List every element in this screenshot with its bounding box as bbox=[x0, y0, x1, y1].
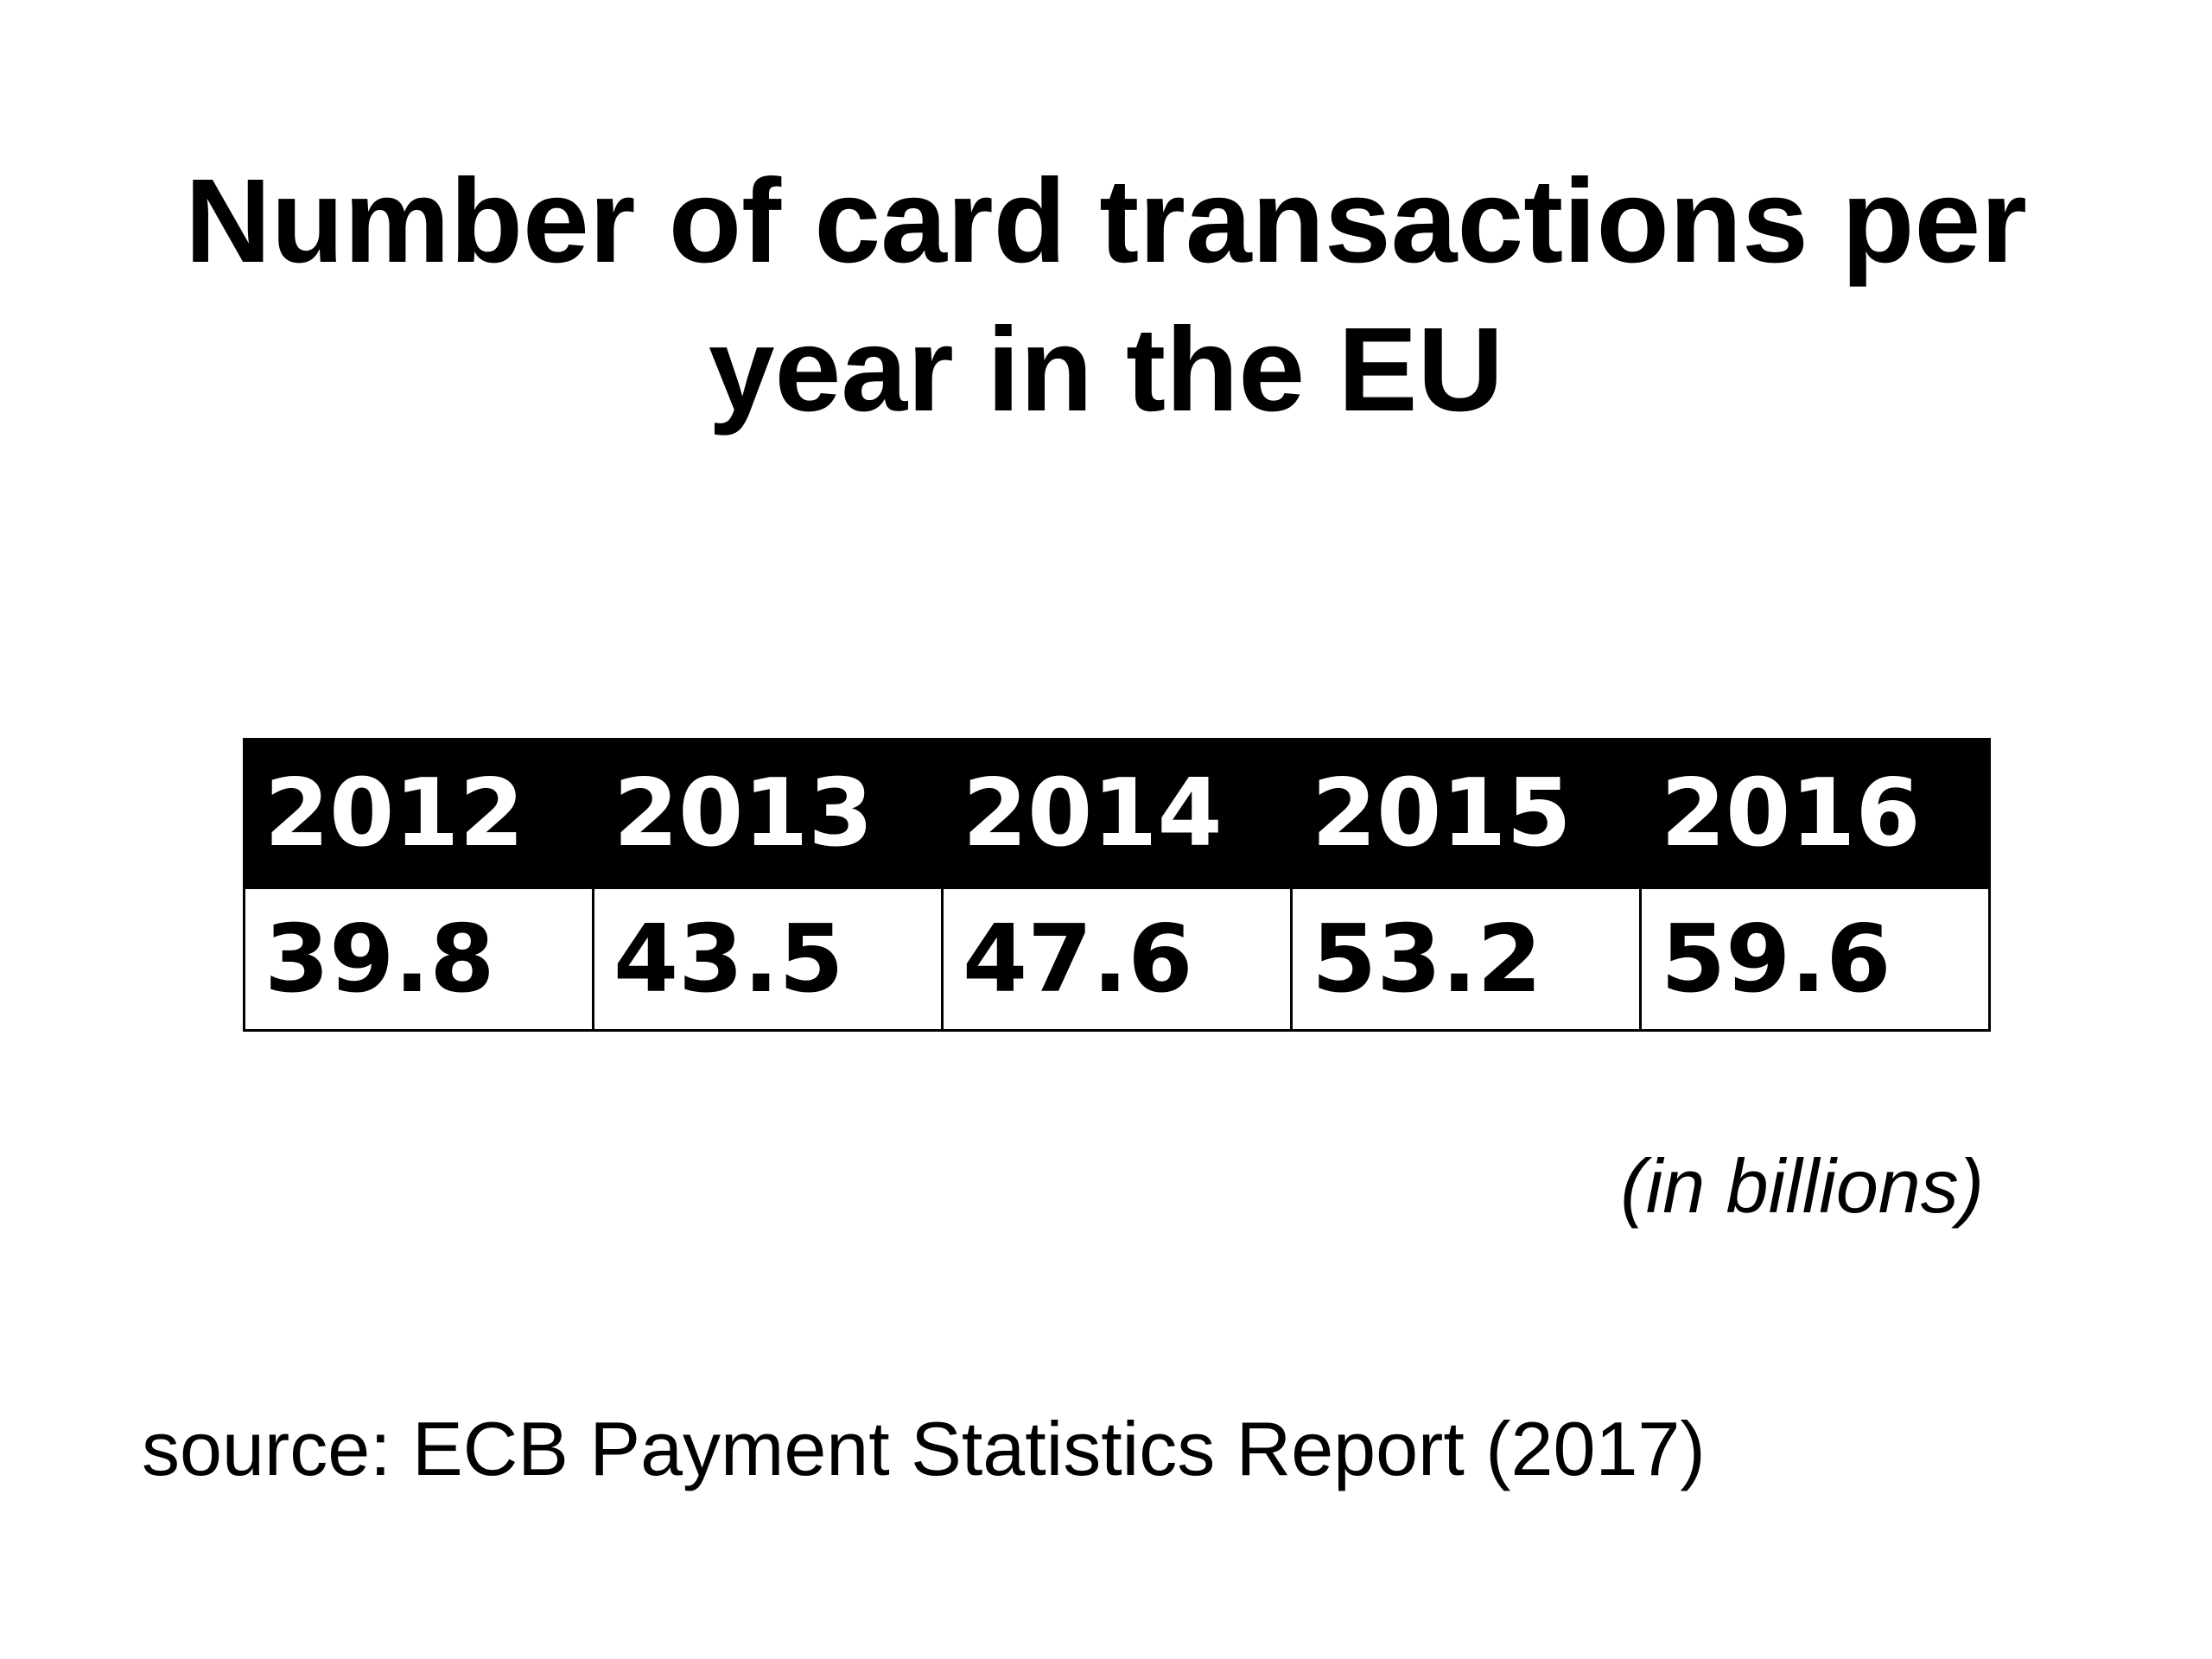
value-cell: 47.6 bbox=[941, 887, 1293, 1032]
chart-title: Number of card transactions per year in … bbox=[0, 147, 2212, 444]
title-line-1: Number of card transactions per bbox=[185, 155, 2027, 288]
year-header: 2014 bbox=[941, 738, 1293, 889]
source-note: source: ECB Payment Statistics Report (2… bbox=[142, 1406, 1706, 1491]
year-header: 2016 bbox=[1639, 738, 1991, 889]
data-table-container: 2012 2013 2014 2015 2016 39.8 43.5 47.6 … bbox=[243, 738, 1991, 1032]
year-header: 2013 bbox=[592, 738, 944, 889]
value-row: 39.8 43.5 47.6 53.2 59.6 bbox=[243, 887, 1991, 1032]
title-line-2: year in the EU bbox=[708, 303, 1504, 436]
value-cell: 53.2 bbox=[1290, 887, 1642, 1032]
value-cell: 43.5 bbox=[592, 887, 944, 1032]
value-cell: 39.8 bbox=[243, 887, 594, 1032]
unit-note: (in billions) bbox=[1620, 1143, 1984, 1229]
header-row: 2012 2013 2014 2015 2016 bbox=[243, 738, 1991, 889]
value-cell: 59.6 bbox=[1639, 887, 1991, 1032]
year-header: 2015 bbox=[1290, 738, 1642, 889]
year-header: 2012 bbox=[243, 738, 594, 889]
data-table: 2012 2013 2014 2015 2016 39.8 43.5 47.6 … bbox=[243, 738, 1991, 1032]
